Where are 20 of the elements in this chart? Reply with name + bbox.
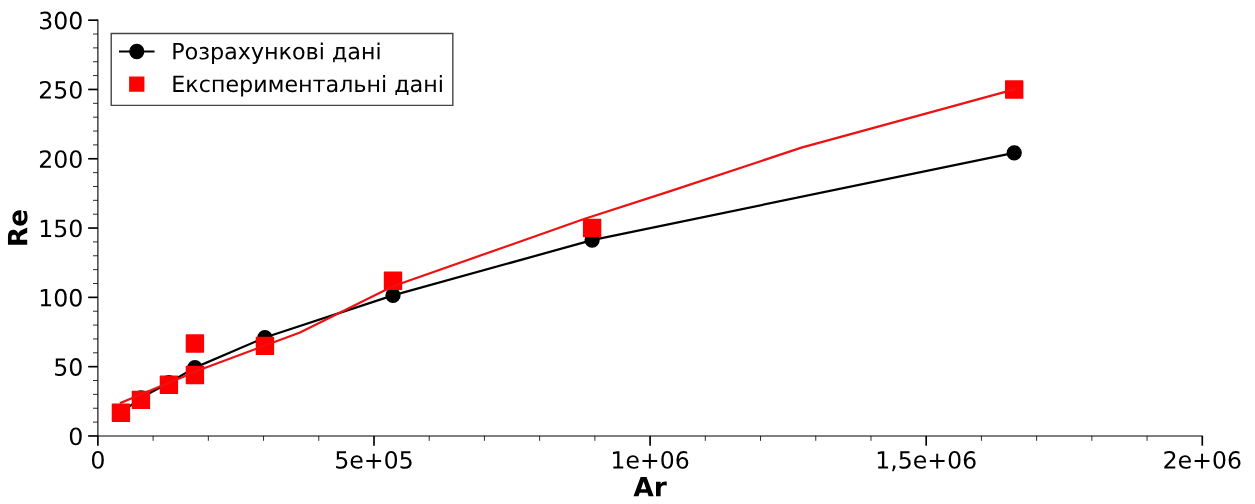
y-axis-title: Re bbox=[7, 210, 28, 245]
y-tick-label: 300 bbox=[40, 11, 82, 30]
x-tick-label: 1e+06 bbox=[612, 450, 689, 469]
y-tick-label: 250 bbox=[39, 80, 82, 99]
point bbox=[1005, 80, 1024, 99]
y-tick-label: 200 bbox=[39, 150, 82, 169]
x-tick-label: 1,5e+06 bbox=[877, 450, 976, 472]
point bbox=[1006, 145, 1022, 161]
x-tick-label: 0 bbox=[91, 450, 104, 469]
point bbox=[582, 218, 602, 238]
point bbox=[185, 334, 205, 353]
x-axis-title: Ar bbox=[633, 476, 667, 497]
y-tick-label: 150 bbox=[40, 219, 82, 238]
legend-label: Розрахункові дані bbox=[173, 42, 380, 64]
x-tick-label: 5e+05 bbox=[336, 450, 412, 469]
legend-label: Експериментальні дані bbox=[173, 75, 442, 97]
y-tick-label: 100 bbox=[40, 288, 82, 307]
x-tick-label: 2e+06 bbox=[1164, 450, 1241, 469]
y-tick-label: 0 bbox=[69, 427, 82, 446]
y-tick-label: 50 bbox=[55, 358, 82, 376]
